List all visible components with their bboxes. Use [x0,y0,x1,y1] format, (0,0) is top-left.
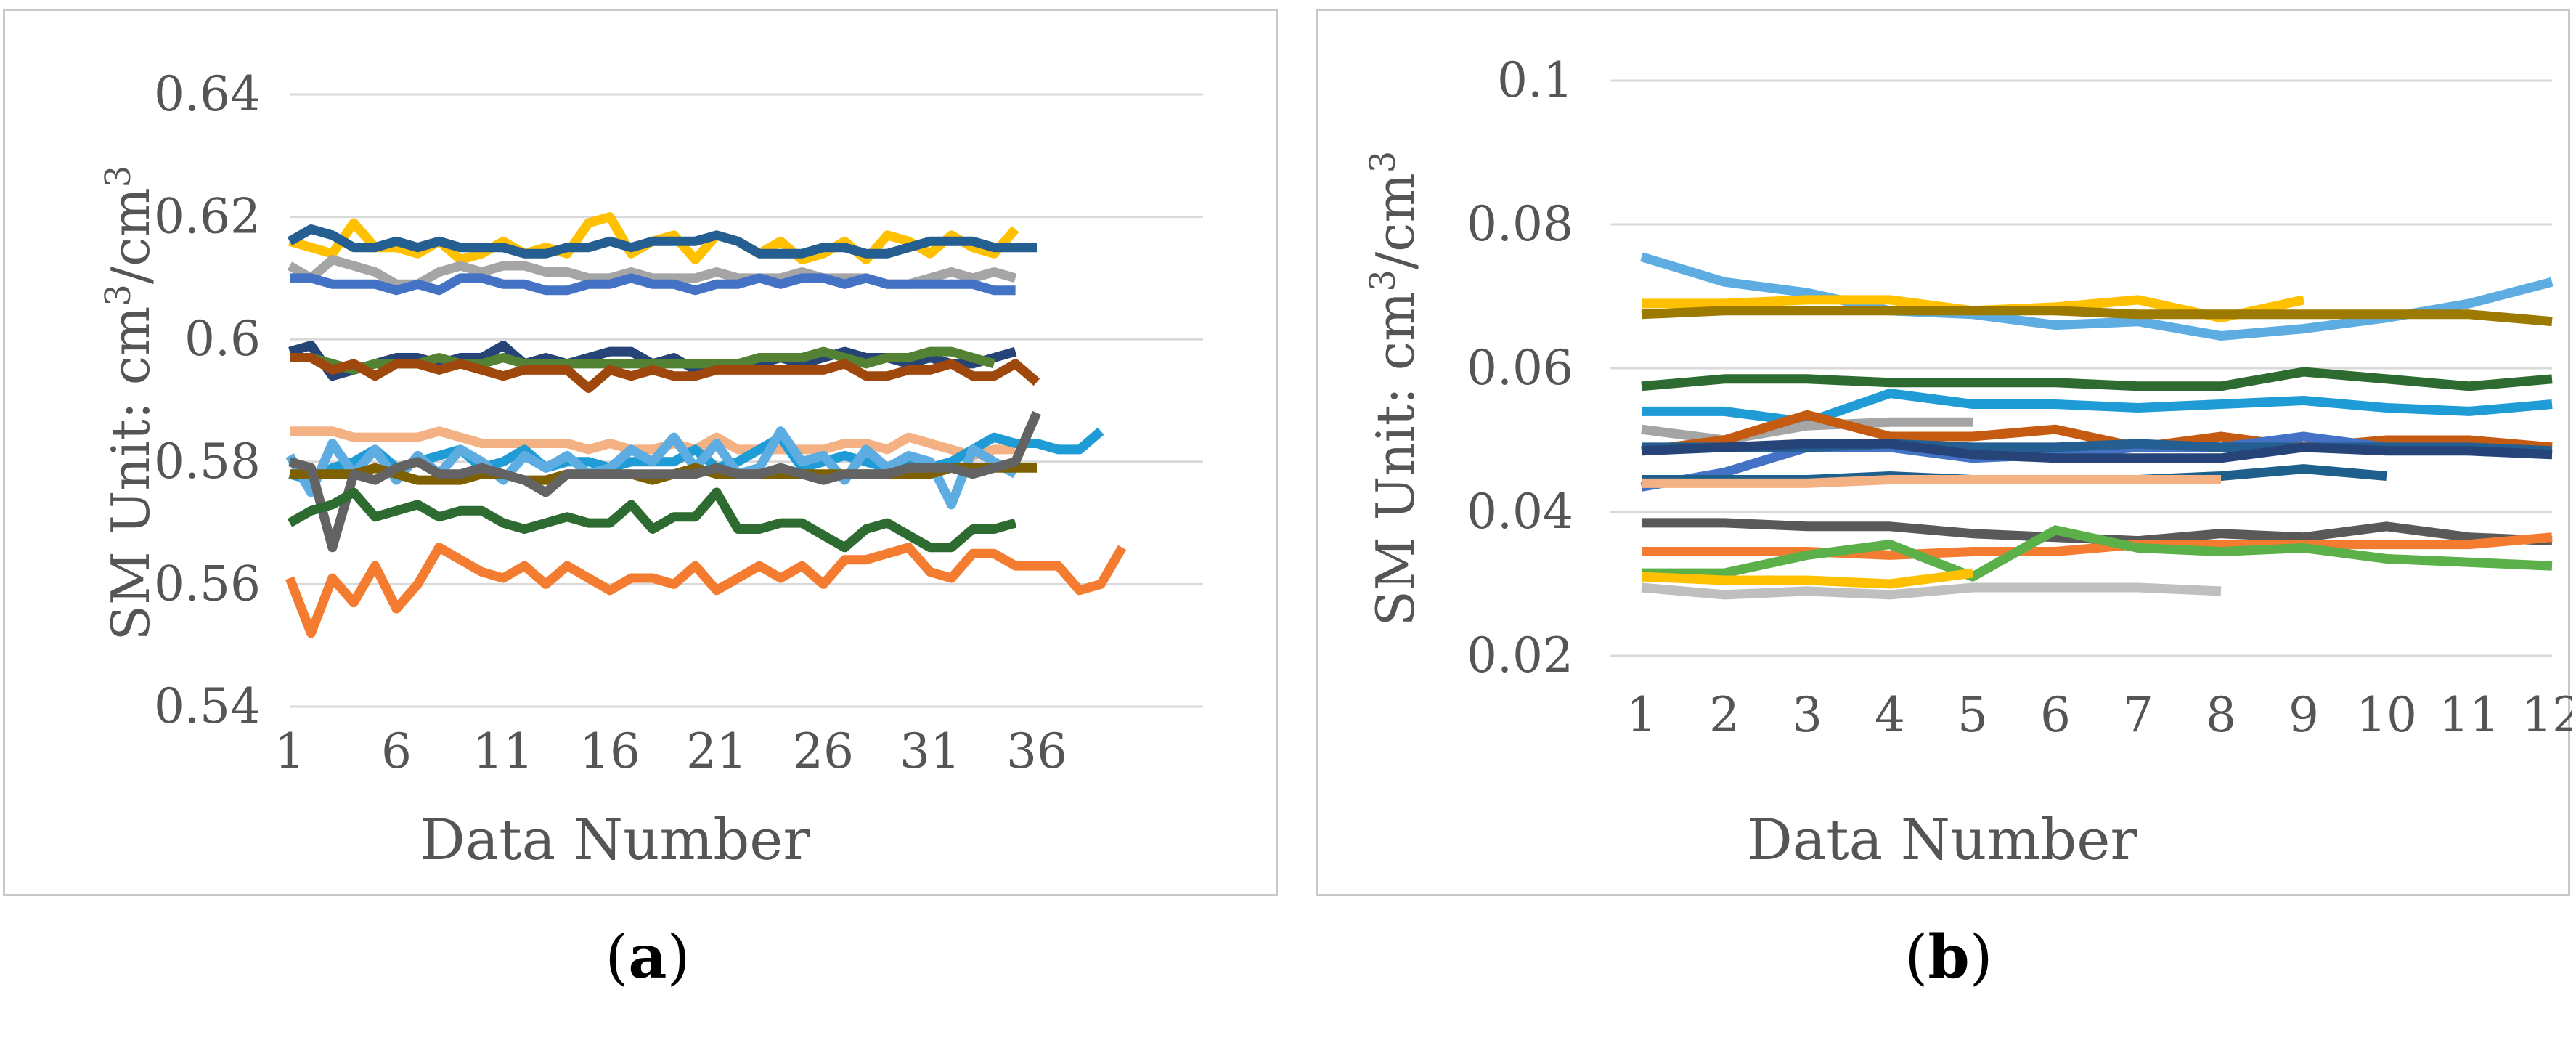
chart-b-x-tick-labels: 1 2 3 4 5 6 7 8 9 10 11 12 [1626,687,2572,743]
chart-b-y-tick-labels: 0.02 0.04 0.06 0.08 0.1 [1467,52,1573,683]
x-tick-label: 31 [900,723,961,779]
x-tick-label: 2 [1709,687,1740,743]
x-tick-label: 9 [2288,687,2319,743]
y-tick-label: 0.1 [1497,52,1573,108]
series-line-5 [1642,389,2553,427]
x-tick-label: 11 [2439,687,2500,743]
caption-a: (a) [605,922,690,992]
series-line-13 [287,487,1017,553]
chart-a-series-group [285,212,1127,638]
x-tick-label: 10 [2356,687,2417,743]
chart-a-y-axis-title: SM Unit: cm3/cm3 [98,166,161,641]
series-line-7 [1641,410,2553,456]
chart-panel-a: 0.54 0.56 0.58 0.6 0.62 0.64 1 6 11 16 21 26 31 36 D… [3,9,1278,896]
x-tick-label: 8 [2206,687,2236,743]
y-tick-label: 0.08 [1467,196,1573,252]
series-line-1 [1640,252,2553,341]
y-tick-label: 0.02 [1467,627,1573,683]
x-tick-label: 11 [473,723,534,779]
series-line-4 [1641,367,2553,391]
series-line-7 [290,353,1040,394]
y-tick-label: 0.6 [184,311,261,367]
chart-a-y-tick-labels: 0.54 0.56 0.58 0.6 0.62 0.64 [154,66,261,734]
y-tick-label: 0.62 [154,189,261,245]
chart-b-x-axis-title: Data Number [1747,808,2137,873]
series-line-8 [290,426,1016,460]
chart-a-x-axis-title: Data Number [420,808,810,873]
series-line-4 [290,273,1016,296]
chart-b-y-axis-title: SM Unit: cm3/cm3 [1363,151,1426,627]
chart-b-svg: 0.020.040.060.080.1 1 2 3 4 5 6 7 8 9 10 11 12 Data… [1363,52,2572,873]
x-tick-label: 3 [1792,687,1822,743]
chart-b-gridlines [1610,79,2552,657]
x-tick-label: 5 [1957,687,1988,743]
series-line-3 [1641,306,2553,327]
series-line-14 [1642,532,2553,560]
x-tick-label: 1 [1626,687,1657,743]
chart-panel-b: 0.02 0.04 0.06 0.08 0.1 1 2 3 4 5 6 7 8 9 10 11 12 Data… [1316,9,2572,896]
y-tick-label: 0.64 [154,66,261,122]
x-tick-label: 12 [2522,687,2572,743]
y-tick-label: 0.56 [154,556,261,612]
x-tick-label: 6 [381,723,412,779]
chart-a-gridlines [290,93,1203,708]
series-line-12 [288,410,1041,553]
x-tick-label: 7 [2123,687,2153,743]
x-tick-label: 21 [686,723,747,779]
x-tick-label: 16 [579,723,640,779]
chart-a-svg: 0.540.560.580.60.620.64 1 6 11 16 21 26 31 36 D… [98,66,1203,873]
series-line-10 [1641,439,2553,463]
chart-b-series-group [1640,252,2553,600]
caption-b: (b) [1904,922,1993,992]
series-line-15 [1642,525,2553,582]
y-tick-label: 0.54 [154,678,261,734]
series-line-16 [1641,568,1973,589]
chart-a-x-tick-labels: 1 6 11 16 21 26 31 36 [274,723,1067,779]
series-line-2 [287,224,1037,259]
y-tick-label: 0.04 [1467,484,1573,540]
series-line-17 [1641,582,2222,600]
x-tick-label: 4 [1875,687,1905,743]
x-tick-label: 1 [274,723,305,779]
x-tick-label: 36 [1006,723,1067,779]
y-tick-label: 0.06 [1467,340,1573,396]
y-tick-label: 0.58 [154,434,261,489]
x-tick-label: 6 [2040,687,2071,743]
series-line-12 [1642,475,2221,488]
x-tick-label: 26 [793,723,854,779]
series-line-6 [1641,417,1973,445]
series-line-14 [285,543,1127,638]
